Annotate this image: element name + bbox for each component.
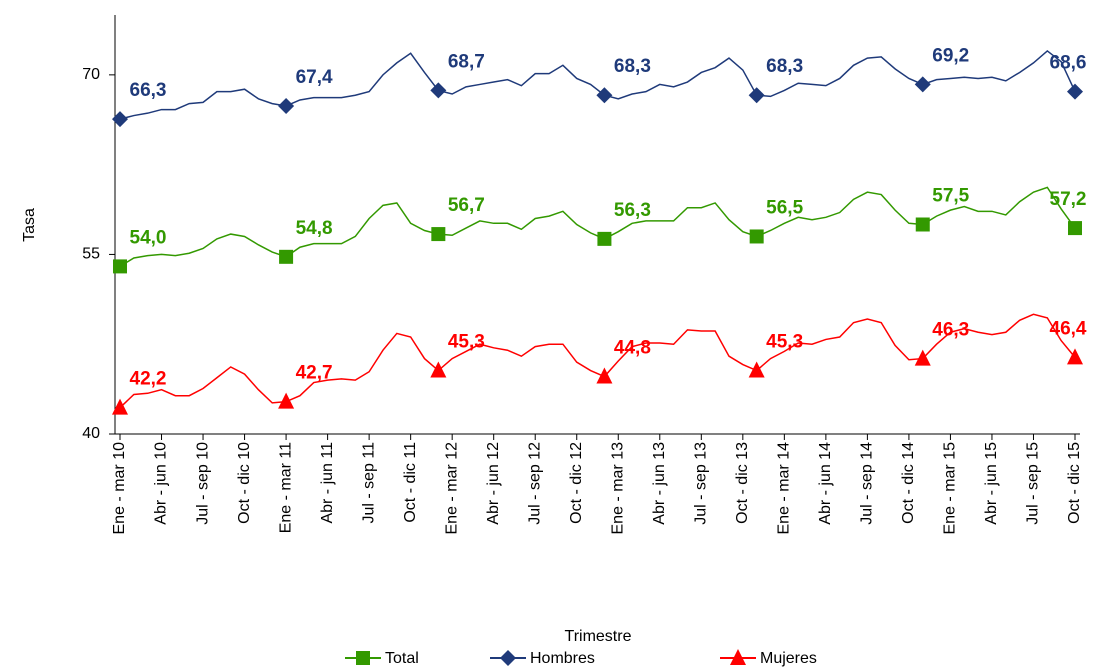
marker: [748, 87, 765, 104]
series-line: [119, 49, 1076, 120]
x-tick-label: Oct - dic 14: [900, 442, 917, 524]
x-tick-label: Ene - mar 15: [942, 442, 959, 535]
legend-marker: [356, 651, 370, 665]
x-tick-label: Abr - jun 10: [153, 442, 170, 525]
marker: [113, 259, 127, 274]
legend-label: Total: [385, 650, 419, 667]
x-tick-label: Oct - dic 15: [1066, 442, 1083, 524]
marker: [279, 249, 294, 264]
value-label: 56,7: [448, 195, 485, 216]
marker: [596, 367, 613, 384]
value-label: 57,5: [932, 186, 969, 207]
x-tick-label: Jul - sep 11: [360, 442, 377, 524]
x-tick-label: Jul - sep 15: [1025, 442, 1042, 525]
x-tick-label: Oct - dic 10: [236, 442, 253, 524]
value-label: 69,2: [932, 45, 969, 66]
marker: [1067, 348, 1083, 365]
x-tick-label: Oct - dic 11: [402, 442, 419, 523]
x-tick-label: Jul - sep 10: [194, 442, 211, 525]
y-tick-label: 55: [82, 246, 100, 263]
value-label: 42,7: [296, 363, 333, 384]
x-tick-label: Abr - jun 14: [817, 442, 834, 525]
marker: [749, 229, 764, 244]
value-label: 57,2: [1050, 189, 1087, 210]
marker: [278, 97, 295, 114]
value-label: 67,4: [296, 67, 333, 88]
marker: [597, 231, 612, 246]
x-tick-label: Abr - jun 12: [485, 442, 502, 525]
value-label: 56,3: [614, 200, 651, 221]
value-label: 45,3: [766, 332, 803, 353]
value-label: 54,0: [130, 227, 167, 248]
x-tick-label: Jul - sep 14: [859, 442, 876, 525]
x-tick-label: Oct - dic 12: [568, 442, 585, 524]
marker: [915, 217, 930, 232]
value-label: 46,4: [1050, 318, 1087, 339]
marker: [596, 87, 613, 104]
x-tick-label: Ene - mar 13: [609, 442, 626, 535]
value-label: 68,3: [614, 56, 651, 77]
y-axis-title: Tasa: [21, 208, 38, 242]
x-axis-title: Trimestre: [565, 628, 632, 645]
value-label: 42,2: [130, 369, 167, 390]
legend-label: Mujeres: [760, 650, 817, 667]
marker: [431, 227, 446, 242]
value-label: 54,8: [296, 218, 333, 239]
x-tick-label: Abr - jun 13: [651, 442, 668, 525]
marker: [1067, 83, 1083, 100]
x-tick-label: Ene - mar 14: [776, 442, 793, 535]
value-label: 46,3: [932, 320, 969, 341]
value-label: 44,8: [614, 338, 651, 359]
x-tick-label: Ene - mar 12: [443, 442, 460, 535]
marker: [914, 349, 931, 366]
x-tick-label: Jul - sep 13: [693, 442, 710, 525]
marker: [112, 111, 128, 128]
marker: [1068, 221, 1082, 236]
value-label: 68,6: [1050, 53, 1087, 74]
marker: [430, 82, 447, 99]
y-tick-label: 70: [82, 66, 100, 83]
value-label: 45,3: [448, 332, 485, 353]
x-tick-label: Abr - jun 15: [983, 442, 1000, 525]
legend-label: Hombres: [530, 650, 595, 667]
x-tick-label: Ene - mar 11: [277, 442, 294, 533]
marker: [278, 392, 295, 409]
marker: [430, 361, 447, 378]
value-label: 68,3: [766, 56, 803, 77]
x-tick-label: Abr - jun 11: [319, 442, 336, 524]
x-tick-label: Jul - sep 12: [526, 442, 543, 525]
x-tick-label: Oct - dic 13: [734, 442, 751, 524]
value-label: 68,7: [448, 51, 485, 72]
legend-marker: [500, 650, 516, 666]
series-line: [119, 313, 1076, 409]
marker: [914, 76, 931, 93]
value-label: 66,3: [130, 80, 167, 101]
marker: [112, 398, 128, 415]
marker: [748, 361, 765, 378]
legend-marker: [730, 649, 746, 665]
x-tick-label: Ene - mar 10: [111, 442, 128, 535]
value-label: 56,5: [766, 197, 803, 218]
y-tick-label: 40: [82, 425, 100, 442]
